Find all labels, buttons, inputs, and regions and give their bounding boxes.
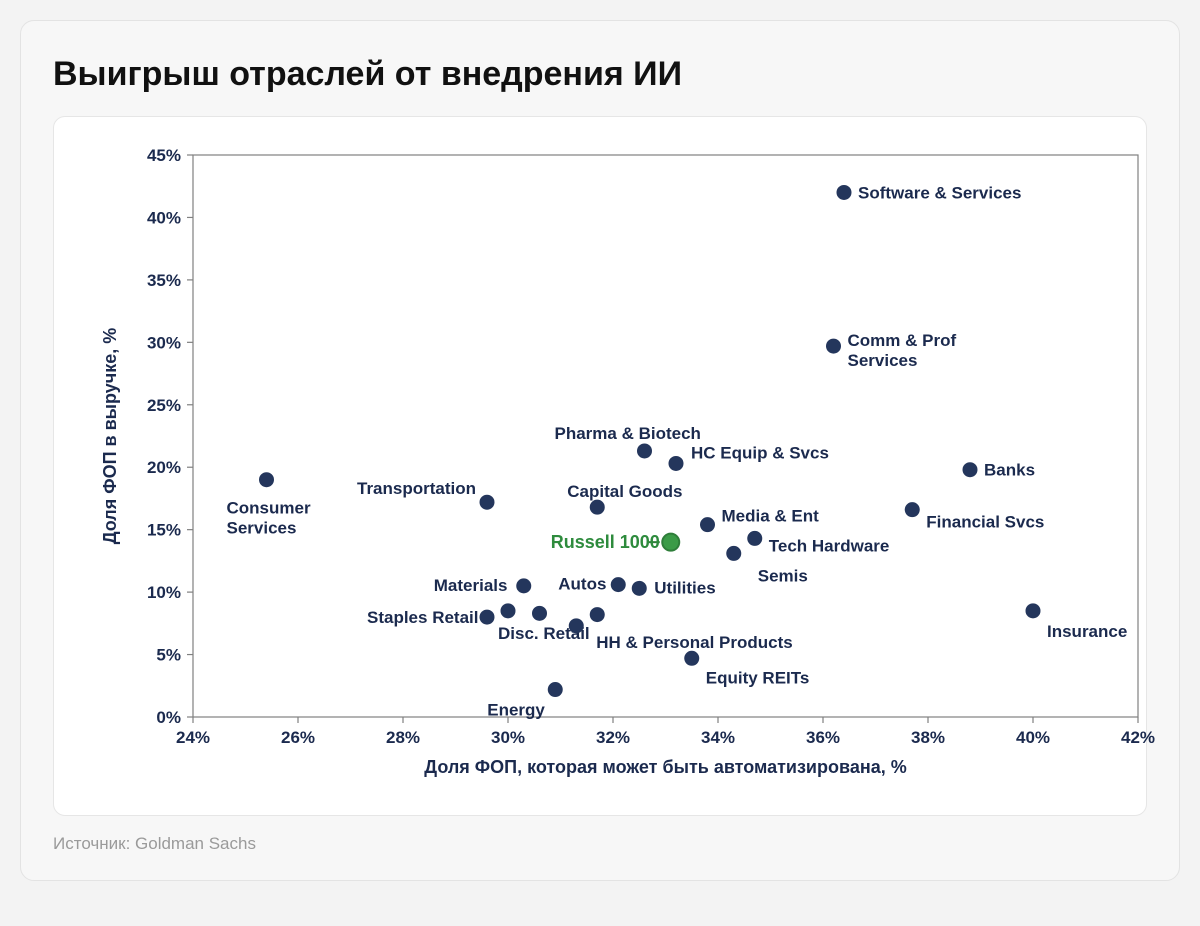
data-point bbox=[611, 577, 626, 592]
y-tick-label: 5% bbox=[156, 646, 181, 665]
data-point bbox=[590, 607, 605, 622]
y-axis-title: Доля ФОП в выручке, % bbox=[100, 328, 120, 545]
y-tick-label: 20% bbox=[147, 458, 181, 477]
x-tick-label: 34% bbox=[701, 728, 735, 747]
data-point-label: Media & Ent bbox=[722, 507, 820, 526]
data-point-label: Materials bbox=[434, 576, 508, 595]
data-point-label: Services bbox=[227, 519, 297, 538]
data-point-label: Comm & Prof bbox=[848, 331, 957, 350]
data-point-label: HC Equip & Svcs bbox=[691, 443, 829, 462]
y-tick-label: 30% bbox=[147, 333, 181, 352]
data-point bbox=[632, 581, 647, 596]
x-tick-label: 24% bbox=[176, 728, 210, 747]
data-point bbox=[700, 517, 715, 532]
data-point-label: Services bbox=[848, 351, 918, 370]
scatter-chart: 24% 26% 28% 30% 32% 34% 36% 38% 40% 42% 0% 5% 10% 15%… bbox=[78, 137, 1158, 797]
source-attribution: Источник: Goldman Sachs bbox=[53, 834, 1147, 854]
data-point bbox=[548, 682, 563, 697]
data-point-label: Energy bbox=[487, 701, 545, 720]
data-point bbox=[684, 651, 699, 666]
y-tick-label: 40% bbox=[147, 208, 181, 227]
x-tick-label: 36% bbox=[806, 728, 840, 747]
x-tick-label: 30% bbox=[491, 728, 525, 747]
data-point bbox=[480, 495, 495, 510]
data-point bbox=[826, 339, 841, 354]
data-point-label: Software & Services bbox=[858, 183, 1021, 202]
y-tick-label: 0% bbox=[156, 708, 181, 727]
highlight-point bbox=[662, 534, 679, 551]
data-point-label: Autos bbox=[558, 575, 606, 594]
data-point bbox=[747, 531, 762, 546]
data-point-label: Consumer bbox=[227, 499, 311, 518]
chart-card: Выигрыш отраслей от внедрения ИИ 24%26%2… bbox=[20, 20, 1180, 881]
x-tick-label: 32% bbox=[596, 728, 630, 747]
data-point bbox=[963, 462, 978, 477]
x-axis-title: Доля ФОП, которая может быть автоматизир… bbox=[424, 757, 906, 777]
y-tick-label: 35% bbox=[147, 271, 181, 290]
data-point bbox=[726, 546, 741, 561]
data-point-label: Utilities bbox=[654, 578, 715, 597]
highlight-label: Russell 1000 bbox=[551, 532, 660, 552]
chart-title: Выигрыш отраслей от внедрения ИИ bbox=[53, 55, 1147, 94]
y-tick-label: 45% bbox=[147, 146, 181, 165]
chart-frame: 24%26%28%30%32%34%36%38%40%42%0%5%10%15%… bbox=[53, 116, 1147, 816]
y-tick-label: 10% bbox=[147, 583, 181, 602]
x-tick-label: 38% bbox=[911, 728, 945, 747]
x-tick-label: 26% bbox=[281, 728, 315, 747]
data-point-label: Capital Goods bbox=[567, 482, 682, 501]
data-point-label: Staples Retail bbox=[367, 608, 479, 627]
data-point-label: Banks bbox=[984, 461, 1035, 480]
data-point bbox=[905, 502, 920, 517]
data-point-label: Transportation bbox=[357, 479, 476, 498]
data-point bbox=[669, 456, 684, 471]
data-point-label: Financial Svcs bbox=[926, 513, 1044, 532]
data-point bbox=[590, 500, 605, 515]
data-point-label: Tech Hardware bbox=[769, 536, 890, 555]
data-point bbox=[1026, 603, 1041, 618]
x-tick-label: 28% bbox=[386, 728, 420, 747]
data-point-label: Pharma & Biotech bbox=[555, 424, 701, 443]
data-point bbox=[837, 185, 852, 200]
data-point-label: HH & Personal Products bbox=[596, 633, 793, 652]
data-point-label: Insurance bbox=[1047, 622, 1127, 641]
data-point bbox=[480, 610, 495, 625]
data-point-label: Equity REITs bbox=[706, 668, 810, 687]
data-point bbox=[569, 618, 584, 633]
data-point bbox=[516, 578, 531, 593]
data-point bbox=[501, 603, 516, 618]
y-tick-label: 15% bbox=[147, 521, 181, 540]
data-point bbox=[637, 443, 652, 458]
x-tick-label: 40% bbox=[1016, 728, 1050, 747]
data-point bbox=[259, 472, 274, 487]
data-point-label: Semis bbox=[758, 566, 808, 585]
x-tick-label: 42% bbox=[1121, 728, 1155, 747]
data-point bbox=[532, 606, 547, 621]
y-tick-label: 25% bbox=[147, 396, 181, 415]
